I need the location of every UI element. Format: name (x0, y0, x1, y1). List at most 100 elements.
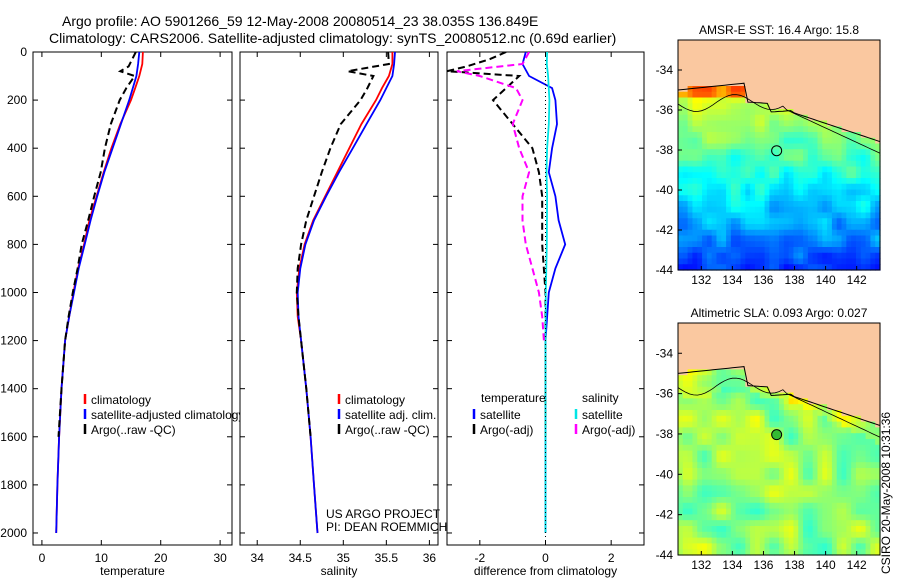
map-x-tick-label: 134 (722, 558, 742, 572)
map-cell (754, 381, 761, 388)
map-cell (745, 352, 751, 359)
map-cell (836, 247, 843, 254)
map-cell (745, 526, 751, 533)
map-cell (730, 352, 737, 359)
map-cell (779, 410, 785, 417)
map-cell (754, 363, 761, 370)
map-cell (788, 63, 795, 70)
map-cell (716, 195, 722, 202)
map-cell (836, 241, 843, 248)
map-cell (769, 502, 775, 510)
map-cell (692, 172, 698, 179)
map-cell (730, 86, 737, 93)
map-x-tick-label: 140 (816, 558, 836, 572)
map-cell (759, 172, 766, 179)
map-cell (759, 143, 766, 150)
map-cell (726, 178, 732, 185)
map-cell (697, 126, 703, 133)
map-cell (841, 74, 847, 81)
map-cell (807, 369, 814, 376)
map-cell (870, 444, 876, 452)
map-cell (803, 421, 809, 428)
map-cell (774, 235, 780, 242)
map-cell (798, 252, 804, 260)
map-cell (716, 369, 722, 376)
map-cell (817, 252, 823, 260)
map-cell (774, 172, 780, 179)
map-cell (735, 132, 742, 139)
map-cell (798, 497, 804, 504)
map-cell (831, 224, 838, 231)
map-cell (841, 201, 847, 208)
map-cell (750, 137, 756, 145)
map-cell (860, 508, 867, 515)
map-cell (807, 415, 814, 423)
map-cell (793, 543, 799, 550)
map-cell (754, 132, 761, 139)
map-cell (803, 143, 809, 150)
map-cell (865, 264, 871, 271)
map-cell (807, 201, 814, 208)
map-cell (827, 543, 833, 550)
map-cell (851, 189, 857, 196)
map-cell (750, 109, 756, 116)
map-cell (759, 549, 766, 556)
map-cell (735, 346, 742, 353)
map-cell (702, 264, 708, 271)
map-cell (870, 224, 876, 231)
map-cell (860, 537, 867, 544)
argo-float-marker (771, 429, 783, 441)
map-cell (740, 537, 746, 544)
map-cell (682, 206, 689, 214)
map-cell (855, 80, 862, 87)
map-cell (735, 526, 742, 533)
map-cell (841, 508, 847, 515)
map-cell (754, 258, 761, 265)
map-cell (846, 224, 852, 231)
map-cell (875, 375, 881, 382)
map-cell (764, 444, 770, 452)
map-cell (841, 456, 847, 463)
map-cell (831, 40, 838, 47)
map-cell (817, 537, 823, 544)
map-cell (678, 381, 684, 388)
map-cell (678, 404, 684, 411)
map-cell (812, 520, 819, 527)
map-cell (721, 502, 727, 510)
map-y-tick-label: -44 (656, 548, 674, 562)
map-cell (803, 86, 809, 93)
map-cell (754, 346, 761, 353)
map-cell (827, 352, 833, 359)
map-cell (764, 258, 770, 265)
map-cell (721, 508, 727, 515)
map-cell (822, 543, 828, 550)
map-cell (798, 103, 804, 110)
map-cell (764, 91, 770, 99)
map-cell (692, 549, 698, 556)
map-cell (692, 109, 698, 116)
map-cell (702, 537, 708, 544)
map-cell (730, 57, 737, 64)
map-cell (716, 218, 722, 225)
map-cell (711, 485, 718, 492)
map-cell (783, 410, 790, 417)
map-cell (769, 195, 775, 202)
map-cell (711, 149, 718, 156)
map-cell (711, 206, 718, 214)
map-cell (836, 235, 843, 242)
map-cell (860, 346, 867, 353)
map-cell (706, 247, 713, 254)
map-cell (687, 352, 694, 359)
map-cell (803, 502, 809, 510)
map-cell (841, 352, 847, 359)
map-cell (745, 40, 751, 47)
map-cell (678, 352, 684, 359)
map-cell (831, 439, 838, 446)
map-cell (750, 497, 756, 504)
y-tick-label: 200 (7, 93, 27, 107)
map-cell (682, 549, 689, 556)
map-cell (730, 63, 737, 70)
map-cell (807, 143, 814, 150)
map-cell (716, 183, 722, 191)
map-cell (711, 514, 718, 521)
